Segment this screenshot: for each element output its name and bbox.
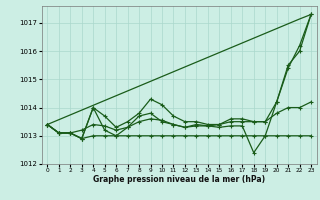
X-axis label: Graphe pression niveau de la mer (hPa): Graphe pression niveau de la mer (hPa) [93,175,265,184]
